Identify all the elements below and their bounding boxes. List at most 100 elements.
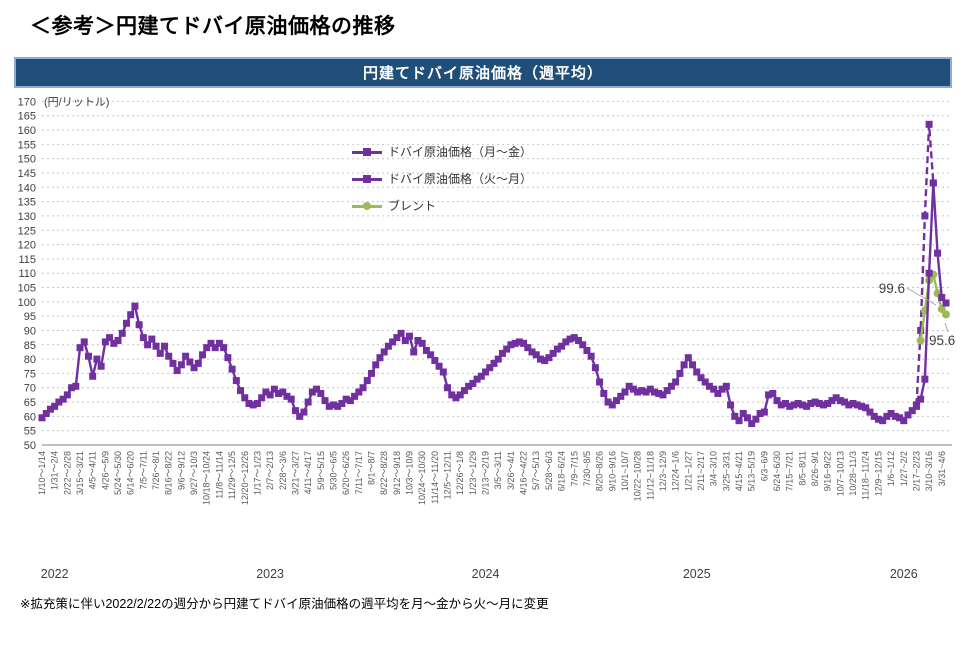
svg-text:165: 165 <box>18 111 36 123</box>
svg-text:9/12～9/18: 9/12～9/18 <box>392 451 402 495</box>
svg-text:75: 75 <box>24 368 36 380</box>
purple-square-marker-icon <box>352 173 382 185</box>
svg-text:2026: 2026 <box>890 567 918 581</box>
svg-text:55: 55 <box>24 426 36 438</box>
svg-text:4/16～4/22: 4/16～4/22 <box>519 451 529 495</box>
svg-text:155: 155 <box>18 139 36 151</box>
svg-text:11/8～11/14: 11/8～11/14 <box>214 451 224 499</box>
svg-text:7/15~7/21: 7/15~7/21 <box>785 451 795 491</box>
svg-text:95.6: 95.6 <box>929 333 955 348</box>
svg-text:12/5～12/11: 12/5～12/11 <box>443 451 453 499</box>
svg-text:105: 105 <box>18 283 36 295</box>
svg-text:6/3~6/9: 6/3~6/9 <box>759 451 769 481</box>
legend-item-dubai-tue-mon: ドバイ原油価格（火～月） <box>352 165 532 192</box>
svg-text:4/11～4/17: 4/11～4/17 <box>303 451 313 494</box>
svg-text:4/26～5/9: 4/26～5/9 <box>100 451 110 490</box>
svg-text:99.6: 99.6 <box>879 281 905 296</box>
page-title: ＜参考＞円建てドバイ原油価格の推移 <box>30 15 396 38</box>
svg-text:2/22～2/28: 2/22～2/28 <box>62 451 72 495</box>
svg-text:3/21～3/27: 3/21～3/27 <box>290 451 300 495</box>
line-chart: 50 55 60 65 70 75 80 85 90 95 100 105 110 115 120 125 13… <box>18 96 956 581</box>
svg-text:1/17～1/23: 1/17～1/23 <box>252 451 262 495</box>
svg-text:170: 170 <box>18 96 36 108</box>
svg-text:5/7～5/13: 5/7～5/13 <box>531 451 541 490</box>
svg-text:1/27~2/2: 1/27~2/2 <box>899 451 909 486</box>
footnote: ※拡充策に伴い2022/2/22の週分から円建てドバイ原油価格の週平均を月～金か… <box>20 597 549 611</box>
svg-text:8/20~8/26: 8/20~8/26 <box>595 451 605 491</box>
svg-text:6/24~6/30: 6/24~6/30 <box>772 451 782 491</box>
svg-text:6/20～6/26: 6/20～6/26 <box>341 451 351 495</box>
svg-text:11/18~11/24: 11/18~11/24 <box>861 451 871 500</box>
svg-text:110: 110 <box>18 268 36 280</box>
svg-text:80: 80 <box>24 354 36 366</box>
svg-text:2/17~2/23: 2/17~2/23 <box>911 451 921 491</box>
svg-text:5/30～6/5: 5/30～6/5 <box>328 451 338 490</box>
svg-text:2/7～2/13: 2/7～2/13 <box>265 451 275 490</box>
svg-text:125: 125 <box>18 225 36 237</box>
svg-text:2/11~2/17: 2/11~2/17 <box>696 451 706 491</box>
svg-text:10/7~10/13: 10/7~10/13 <box>835 451 845 496</box>
svg-text:10/3～10/9: 10/3～10/9 <box>405 451 415 495</box>
svg-text:115: 115 <box>18 254 36 266</box>
svg-text:95: 95 <box>24 311 36 323</box>
svg-text:3/4~3/10: 3/4~3/10 <box>709 451 719 486</box>
svg-text:3/10~3/16: 3/10~3/16 <box>924 451 934 491</box>
svg-text:5/24～5/30: 5/24～5/30 <box>113 451 123 495</box>
svg-text:12/24~1/6: 12/24~1/6 <box>671 451 681 491</box>
svg-text:145: 145 <box>18 168 36 180</box>
legend-item-brent: ブレント <box>352 192 532 219</box>
svg-text:2023: 2023 <box>256 567 284 581</box>
svg-text:3/15～3/21: 3/15～3/21 <box>75 451 85 495</box>
svg-text:10/1~10/7: 10/1~10/7 <box>620 451 630 491</box>
svg-text:2024: 2024 <box>472 567 500 581</box>
svg-text:1/6~1/12: 1/6~1/12 <box>886 451 896 486</box>
svg-text:10/18～10/24: 10/18～10/24 <box>202 451 212 505</box>
svg-text:8/1～8/7: 8/1～8/7 <box>366 451 376 485</box>
svg-text:8/5~8/11: 8/5~8/11 <box>797 451 807 486</box>
svg-text:1/23～1/29: 1/23～1/29 <box>468 451 478 495</box>
svg-text:1/31～2/4: 1/31～2/4 <box>50 451 60 490</box>
svg-text:6/18~6/24: 6/18~6/24 <box>557 451 567 491</box>
svg-text:135: 135 <box>18 197 36 209</box>
svg-text:7/5～7/11: 7/5～7/11 <box>138 451 148 489</box>
green-circle-marker-icon <box>352 200 382 212</box>
svg-text:4/15~4/21: 4/15~4/21 <box>734 451 744 491</box>
svg-text:90: 90 <box>24 325 36 337</box>
svg-text:7/26～8/1: 7/26～8/1 <box>151 451 161 490</box>
svg-text:12/3~12/9: 12/3~12/9 <box>658 451 668 491</box>
svg-text:5/28～6/3: 5/28～6/3 <box>544 451 554 490</box>
svg-text:7/30~8/5: 7/30~8/5 <box>582 451 592 486</box>
svg-text:8/22～8/28: 8/22～8/28 <box>379 451 389 495</box>
chart-header-bar: 円建てドバイ原油価格（週平均） <box>14 57 952 88</box>
svg-text:150: 150 <box>18 154 36 166</box>
svg-text:12/26～1/8: 12/26～1/8 <box>455 451 465 495</box>
svg-text:2022: 2022 <box>41 567 69 581</box>
legend-label: ドバイ原油価格（月～金） <box>388 145 533 159</box>
chart-header-title: 円建てドバイ原油価格（週平均） <box>362 65 603 82</box>
svg-text:2025: 2025 <box>683 567 711 581</box>
svg-text:11/29～12/5: 11/29～12/5 <box>227 451 237 499</box>
svg-text:7/9~7/15: 7/9~7/15 <box>569 451 579 486</box>
svg-text:7/11～7/17: 7/11～7/17 <box>354 451 364 494</box>
svg-text:60: 60 <box>24 411 36 423</box>
chart-area: 50 55 60 65 70 75 80 85 90 95 100 105 110 115 120 125 13… <box>0 95 968 595</box>
legend-item-dubai-mon-fri: ドバイ原油価格（月～金） <box>352 138 532 165</box>
svg-text:5/13~5/19: 5/13~5/19 <box>747 451 757 491</box>
legend-label: ブレント <box>388 199 437 213</box>
svg-text:12/20～12/26: 12/20～12/26 <box>240 451 250 505</box>
svg-text:3/25~3/31: 3/25~3/31 <box>721 451 731 491</box>
svg-text:10/22~10/28: 10/22~10/28 <box>633 451 643 501</box>
chart-legend: ドバイ原油価格（月～金） ドバイ原油価格（火～月） ブレント <box>352 138 532 219</box>
svg-text:160: 160 <box>18 125 36 137</box>
svg-text:11/14～11/20: 11/14～11/20 <box>430 451 440 504</box>
svg-text:5/9～5/15: 5/9～5/15 <box>316 451 326 490</box>
purple-square-marker-icon <box>352 146 382 158</box>
svg-text:100: 100 <box>18 297 36 309</box>
svg-text:4/5～4/11: 4/5～4/11 <box>88 451 98 489</box>
svg-text:3/5～3/11: 3/5～3/11 <box>493 451 503 489</box>
svg-text:1/21~1/27: 1/21~1/27 <box>683 451 693 491</box>
svg-text:9/27～10/3: 9/27～10/3 <box>189 451 199 495</box>
svg-text:11/12~11/18: 11/12~11/18 <box>645 451 655 500</box>
svg-text:85: 85 <box>24 340 36 352</box>
